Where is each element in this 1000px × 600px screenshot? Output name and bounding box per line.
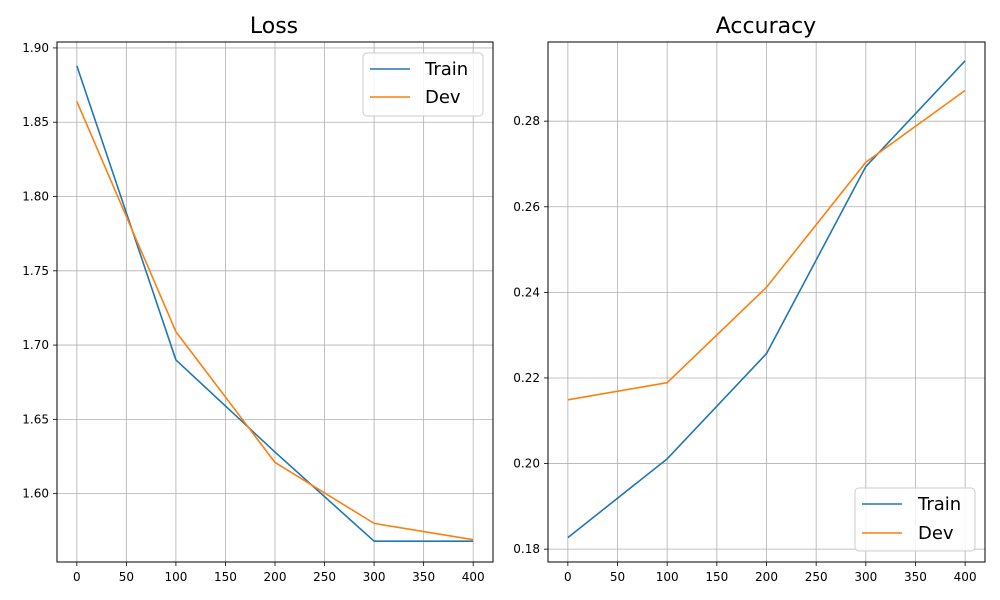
accuracy-series	[567, 60, 966, 539]
loss-dev-line	[76, 101, 474, 541]
loss-y-tick-label: 1.85	[22, 115, 49, 129]
loss-y-tick-label: 1.90	[22, 41, 49, 55]
accuracy-grid	[548, 42, 985, 562]
accuracy-y-axis: 0.18 0.20 0.22 0.24 0.26 0.28	[513, 114, 548, 556]
accuracy-dev-line	[567, 89, 966, 401]
loss-x-tick-label: 300	[363, 570, 386, 584]
accuracy-y-tick-label: 0.28	[513, 114, 540, 128]
loss-y-tick-label: 1.60	[22, 487, 49, 501]
accuracy-y-tick-label: 0.26	[513, 200, 540, 214]
accuracy-x-tick-label: 50	[610, 570, 625, 584]
loss-y-tick-label: 1.65	[22, 412, 49, 426]
accuracy-y-tick-label: 0.24	[513, 285, 540, 299]
loss-series	[76, 65, 474, 543]
loss-grid	[57, 42, 493, 562]
loss-y-axis: 1.60 1.65 1.70 1.75 1.80 1.85 1.90	[22, 41, 57, 501]
accuracy-legend-train-label: Train	[917, 494, 961, 515]
accuracy-x-axis: 0 50 100 150 200 250 300 350 400	[564, 562, 977, 584]
loss-y-tick-label: 1.75	[22, 264, 49, 278]
loss-x-tick-label: 0	[73, 570, 81, 584]
loss-chart-title: Loss	[250, 14, 298, 39]
accuracy-x-tick-label: 300	[854, 570, 877, 584]
loss-x-tick-label: 400	[462, 570, 485, 584]
loss-legend-train-label: Train	[424, 59, 468, 80]
loss-y-tick-label: 1.80	[22, 190, 49, 204]
loss-chart: Loss 0 50 100 150 200 250 300 350 400 1.601.651.…	[22, 14, 494, 584]
accuracy-train-line	[567, 60, 966, 539]
loss-x-tick-label: 350	[412, 570, 435, 584]
accuracy-y-tick-label: 0.20	[513, 457, 540, 471]
loss-x-axis: 0 50 100 150 200 250 300 350 400	[73, 562, 485, 584]
accuracy-x-tick-label: 0	[564, 570, 572, 584]
loss-x-tick-label: 250	[313, 570, 336, 584]
loss-x-tick-label: 100	[164, 570, 187, 584]
accuracy-chart-title: Accuracy	[716, 14, 816, 39]
accuracy-legend: Train Dev	[854, 487, 976, 552]
accuracy-x-tick-label: 200	[755, 570, 778, 584]
accuracy-y-tick-label: 0.22	[513, 371, 540, 385]
accuracy-chart: Accuracy 0 50 100 150 200 250 300 350 400 0.180.…	[513, 14, 986, 584]
accuracy-x-tick-label: 400	[954, 570, 977, 584]
loss-legend-dev-label: Dev	[425, 87, 461, 108]
loss-x-tick-label: 200	[264, 570, 287, 584]
loss-x-tick-label: 50	[119, 570, 134, 584]
loss-x-tick-label: 150	[214, 570, 237, 584]
accuracy-x-tick-label: 250	[805, 570, 828, 584]
loss-legend: Train Dev	[362, 52, 484, 117]
loss-train-line	[76, 65, 474, 543]
accuracy-x-tick-label: 150	[705, 570, 728, 584]
accuracy-x-tick-label: 350	[904, 570, 927, 584]
accuracy-legend-dev-label: Dev	[918, 523, 954, 544]
accuracy-y-tick-label: 0.18	[513, 542, 540, 556]
accuracy-x-tick-label: 100	[656, 570, 679, 584]
loss-y-tick-label: 1.70	[22, 338, 49, 352]
